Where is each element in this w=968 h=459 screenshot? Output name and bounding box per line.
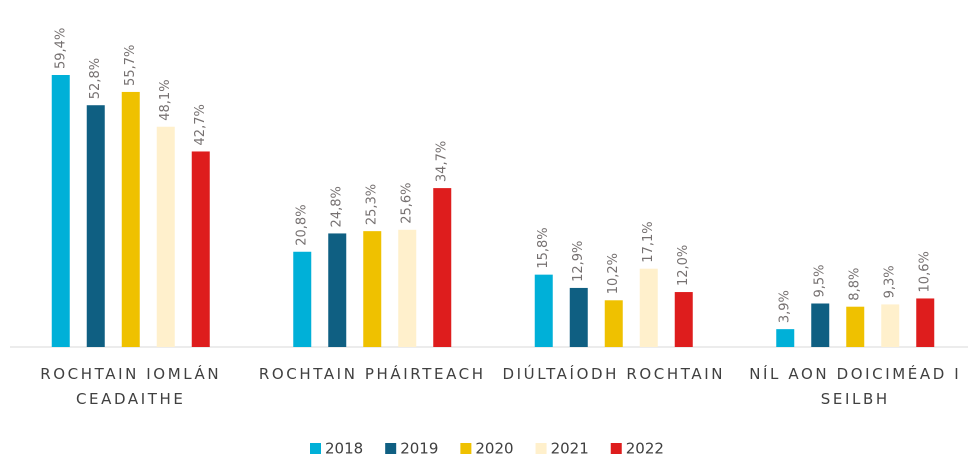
value-label: 48,1% bbox=[158, 79, 173, 120]
bar bbox=[433, 188, 452, 347]
bar bbox=[363, 231, 382, 347]
value-label: 25,3% bbox=[365, 184, 380, 225]
bar bbox=[846, 306, 865, 347]
bar bbox=[293, 251, 312, 347]
legend-label: 2020 bbox=[475, 440, 513, 458]
bar bbox=[674, 292, 693, 347]
value-label: 10,2% bbox=[606, 253, 621, 294]
bar bbox=[156, 126, 175, 347]
value-label: 9,3% bbox=[883, 265, 898, 298]
value-label: 12,9% bbox=[571, 241, 586, 282]
bar bbox=[398, 229, 417, 347]
category-label: DIÚLTAÍODH ROCHTAIN bbox=[502, 365, 726, 383]
legend-swatch bbox=[385, 443, 397, 454]
value-label: 55,7% bbox=[123, 45, 138, 86]
legend-label: 2018 bbox=[325, 440, 363, 458]
legend-label: 2022 bbox=[626, 440, 664, 458]
bar bbox=[604, 300, 623, 347]
legend-label: 2019 bbox=[400, 440, 438, 458]
value-label: 17,1% bbox=[641, 221, 656, 262]
value-label: 8,8% bbox=[848, 268, 863, 301]
value-label: 25,6% bbox=[400, 182, 415, 223]
legend-swatch bbox=[460, 443, 472, 454]
legend-label: 2021 bbox=[551, 440, 589, 458]
bar bbox=[191, 151, 210, 347]
legend-swatch bbox=[310, 443, 321, 454]
value-label: 9,5% bbox=[813, 264, 828, 297]
value-label: 15,8% bbox=[536, 227, 551, 268]
bar bbox=[776, 329, 795, 347]
bar bbox=[639, 268, 658, 347]
bar bbox=[328, 233, 347, 347]
bar bbox=[86, 105, 105, 347]
value-label: 59,4% bbox=[53, 28, 68, 69]
bar bbox=[916, 298, 935, 347]
legend-swatch bbox=[610, 443, 622, 454]
category-label: NÍL AON DOICIMÉAD I SEILBH bbox=[749, 365, 962, 408]
category-label: ROCHTAIN IOMLÁN CEADAITHE bbox=[40, 365, 222, 408]
bar bbox=[569, 287, 588, 347]
legend-swatch bbox=[535, 443, 547, 454]
value-label: 24,8% bbox=[330, 186, 345, 227]
value-label: 12,0% bbox=[676, 245, 691, 286]
value-label: 10,6% bbox=[918, 251, 933, 292]
value-label: 20,8% bbox=[295, 204, 310, 245]
bar bbox=[881, 304, 900, 347]
value-label: 42,7% bbox=[193, 104, 208, 145]
bar bbox=[51, 75, 70, 347]
bar bbox=[534, 274, 553, 347]
bar bbox=[811, 303, 830, 347]
value-label: 52,8% bbox=[88, 58, 103, 99]
category-label: ROCHTAIN PHÁIRTEACH bbox=[258, 365, 486, 383]
bar bbox=[121, 91, 140, 347]
value-label: 34,7% bbox=[435, 141, 450, 182]
value-label: 3,9% bbox=[778, 290, 793, 323]
